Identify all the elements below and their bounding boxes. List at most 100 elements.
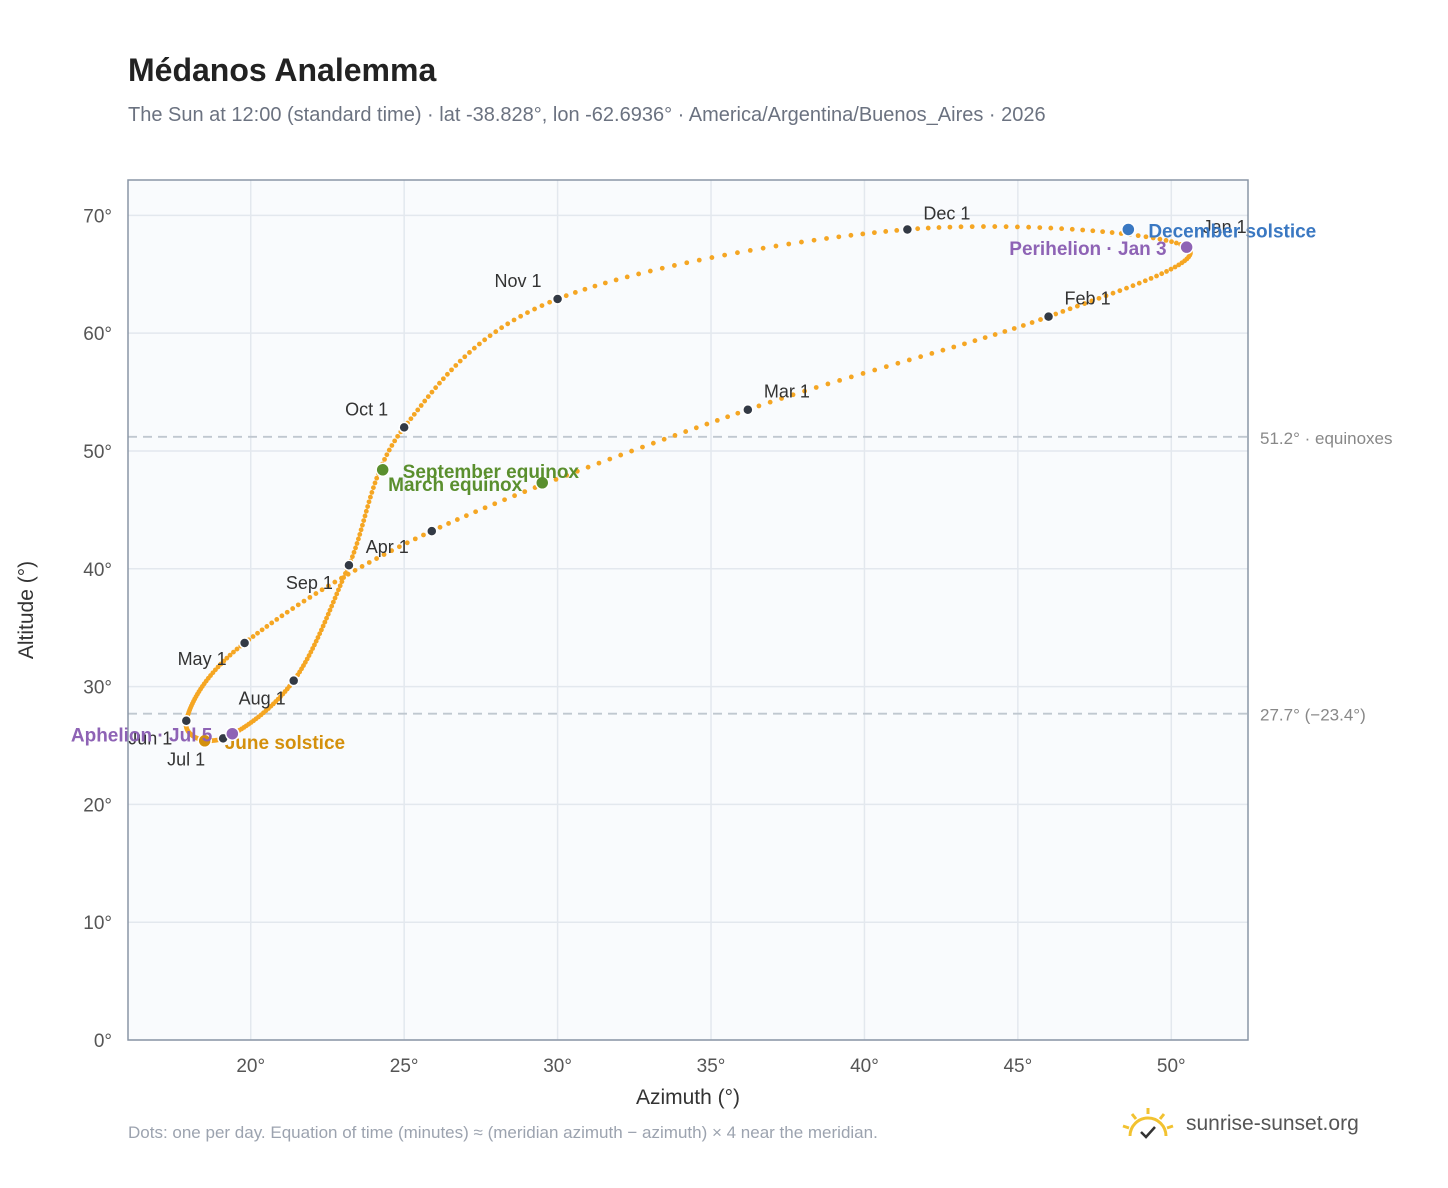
daily-sun-dot — [992, 224, 998, 229]
month-label: Jan 1 — [1203, 217, 1247, 237]
daily-sun-dot — [351, 549, 357, 555]
daily-sun-dot — [1172, 264, 1178, 270]
daily-sun-dot — [813, 385, 819, 390]
daily-sun-dot — [1082, 301, 1087, 306]
daily-sun-dot — [312, 642, 317, 648]
event-label: June solstice — [225, 733, 345, 754]
daily-sun-dot — [499, 325, 505, 331]
daily-sun-dot — [463, 513, 469, 519]
daily-sun-dot — [330, 599, 336, 605]
daily-sun-dot — [408, 416, 414, 422]
daily-sun-dot — [672, 263, 677, 268]
daily-sun-dot — [672, 432, 678, 438]
daily-sun-dot — [307, 594, 313, 600]
daily-sun-dot — [325, 611, 331, 617]
month-marker — [1042, 310, 1055, 323]
daily-sun-dot — [1029, 320, 1035, 325]
daily-sun-dot — [412, 536, 418, 542]
daily-sun-dot — [629, 448, 634, 454]
daily-sun-dot — [693, 425, 699, 431]
daily-sun-dot — [429, 389, 435, 395]
daily-sun-dot — [894, 228, 900, 233]
event-label: September equinox — [403, 462, 580, 483]
daily-sun-dot — [1011, 326, 1017, 331]
daily-sun-dot — [725, 414, 731, 420]
daily-sun-dot — [365, 504, 371, 509]
daily-sun-dot — [1003, 224, 1009, 230]
event-label: Perihelion · Jan 3 — [1009, 239, 1166, 260]
daily-sun-dot — [511, 317, 517, 323]
daily-sun-dot — [553, 477, 559, 482]
daily-sun-dot — [1060, 309, 1066, 314]
daily-sun-dot — [395, 433, 401, 439]
daily-sun-dot — [661, 436, 667, 442]
daily-sun-dot — [492, 501, 498, 507]
daily-sun-dot — [341, 575, 347, 580]
daily-sun-dot — [756, 403, 762, 409]
month-marker — [742, 403, 754, 416]
daily-sun-dot — [747, 247, 753, 253]
daily-sun-dot — [337, 583, 343, 589]
daily-sun-dot — [437, 380, 442, 386]
event-marker — [225, 726, 240, 741]
daily-sun-dot — [392, 438, 398, 444]
y-tick-label: 60° — [83, 324, 112, 345]
daily-sun-dot — [518, 313, 524, 319]
x-tick-label: 30° — [543, 1056, 572, 1077]
daily-sun-dot — [386, 447, 392, 453]
event-label: Aphelion · Jul 5 — [71, 726, 213, 747]
month-label: Jul 1 — [167, 749, 205, 769]
daily-sun-dot — [802, 388, 807, 394]
daily-sun-dot — [354, 541, 360, 546]
daily-sun-dot — [1067, 306, 1073, 312]
daily-sun-dot — [1157, 236, 1163, 242]
brand-name: sunrise-sunset.org — [1186, 1112, 1359, 1135]
event-marker — [534, 475, 550, 491]
daily-sun-dot — [359, 564, 365, 569]
daily-sun-dot — [1164, 269, 1169, 274]
daily-sun-dot — [972, 338, 978, 344]
daily-sun-dot — [940, 347, 946, 353]
brand[interactable]: sunrise-sunset.org — [1120, 1104, 1359, 1144]
daily-sun-dot — [324, 615, 329, 621]
daily-sun-dot — [332, 595, 338, 601]
daily-sun-dot — [1053, 311, 1059, 317]
daily-sun-dot — [369, 489, 375, 495]
daily-sun-dot — [1015, 224, 1020, 230]
daily-sun-dot — [357, 532, 363, 537]
daily-sun-dot — [767, 399, 773, 405]
daily-sun-dot — [860, 371, 866, 376]
daily-sun-dot — [1159, 271, 1165, 277]
daily-sun-dot — [264, 624, 270, 629]
daily-sun-dot — [982, 335, 988, 341]
daily-sun-dot — [366, 560, 372, 565]
daily-sun-dot — [574, 468, 580, 474]
y-tick-label: 50° — [83, 442, 112, 463]
event-marker — [1121, 222, 1136, 237]
daily-sun-dot — [259, 627, 265, 633]
daily-sun-dot — [539, 303, 545, 308]
daily-sun-dot — [1117, 288, 1123, 294]
daily-sun-dot — [462, 354, 468, 360]
month-label: May 1 — [178, 649, 227, 669]
daily-sun-dot — [947, 224, 953, 230]
daily-sun-dot — [477, 341, 482, 347]
daily-sun-dot — [981, 224, 986, 229]
daily-sun-dot — [883, 229, 889, 234]
x-tick-label: 50° — [1157, 1056, 1186, 1077]
daily-sun-dot — [372, 480, 378, 486]
daily-sun-dot — [1124, 285, 1129, 291]
daily-sun-dot — [647, 268, 653, 274]
month-marker — [343, 559, 355, 571]
x-tick-label: 35° — [697, 1056, 726, 1077]
daily-sun-dot — [1100, 229, 1106, 235]
daily-sun-dot — [836, 234, 842, 240]
daily-sun-dot — [361, 518, 367, 523]
daily-sun-dot — [596, 460, 602, 466]
daily-sun-dot — [704, 421, 710, 427]
daily-sun-dot — [221, 658, 227, 664]
daily-sun-dot — [1080, 227, 1086, 233]
daily-sun-dot — [440, 376, 446, 382]
daily-sun-dot — [992, 332, 998, 337]
